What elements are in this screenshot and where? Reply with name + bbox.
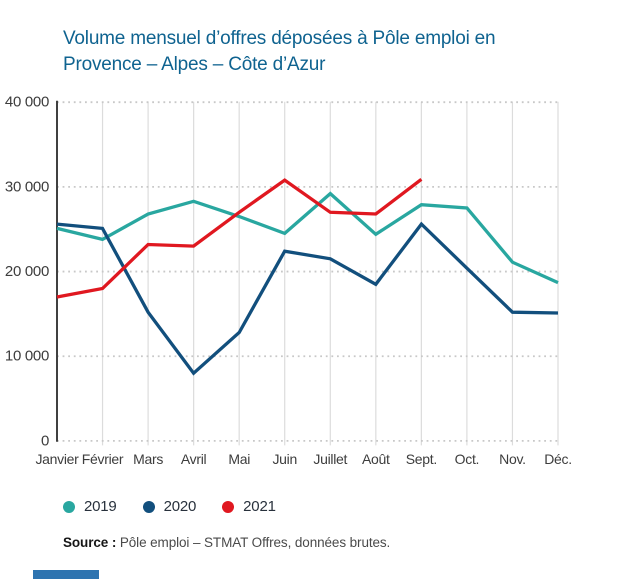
line-chart: 40 000 30 000 20 000 10 000 0 Janvier Février M… bbox=[5, 94, 572, 467]
vertical-gridlines bbox=[101, 101, 559, 446]
svg-text:Nov.: Nov. bbox=[499, 451, 526, 467]
legend-label-2021: 2021 bbox=[243, 498, 276, 515]
svg-text:Oct.: Oct. bbox=[455, 451, 479, 467]
source-text: Pôle emploi – STMAT Offres, données brut… bbox=[119, 535, 391, 550]
svg-text:40 000: 40 000 bbox=[5, 94, 49, 111]
horizontal-gridlines bbox=[57, 101, 558, 442]
legend-label-2019: 2019 bbox=[84, 498, 117, 515]
svg-text:20 000: 20 000 bbox=[5, 263, 49, 280]
legend-dot-2020 bbox=[142, 500, 155, 513]
source-label: Source : bbox=[63, 535, 117, 550]
svg-text:Mars: Mars bbox=[133, 451, 163, 467]
legend-item-2020: 2020 bbox=[142, 498, 197, 515]
svg-text:Août: Août bbox=[362, 451, 390, 467]
svg-text:30 000: 30 000 bbox=[5, 178, 49, 195]
svg-text:Sept.: Sept. bbox=[406, 451, 437, 467]
svg-text:Février: Février bbox=[82, 451, 124, 467]
series-line-2019 bbox=[56, 191, 559, 285]
svg-text:Mai: Mai bbox=[228, 451, 250, 467]
chart-title: Volume mensuel d’offres déposées à Pôle … bbox=[63, 28, 496, 76]
chart-legend: 2019 2020 2021 bbox=[63, 498, 276, 515]
legend-item-2021: 2021 bbox=[222, 498, 276, 515]
x-axis-labels: Janvier Février Mars Avril Mai Juin Juillet Aoû… bbox=[35, 451, 572, 467]
series-line-2020 bbox=[56, 221, 559, 376]
series-line-2021 bbox=[56, 177, 423, 299]
legend-item-2019: 2019 bbox=[63, 498, 117, 515]
legend-dot-2021 bbox=[222, 500, 235, 513]
legend-dot-2019 bbox=[63, 500, 75, 513]
source-note: Source : Pôle emploi – STMAT Offres, don… bbox=[63, 535, 390, 550]
svg-text:0: 0 bbox=[41, 432, 49, 449]
footer-accent-bar bbox=[33, 570, 99, 579]
svg-text:10 000: 10 000 bbox=[5, 348, 49, 365]
svg-text:Janvier: Janvier bbox=[35, 451, 79, 467]
legend-label-2020: 2020 bbox=[163, 498, 197, 515]
svg-text:Déc.: Déc. bbox=[544, 451, 572, 467]
y-axis-labels: 40 000 30 000 20 000 10 000 0 bbox=[5, 94, 49, 450]
svg-text:Juillet: Juillet bbox=[313, 451, 347, 467]
svg-text:Juin: Juin bbox=[272, 451, 296, 467]
svg-text:Avril: Avril bbox=[181, 451, 207, 467]
